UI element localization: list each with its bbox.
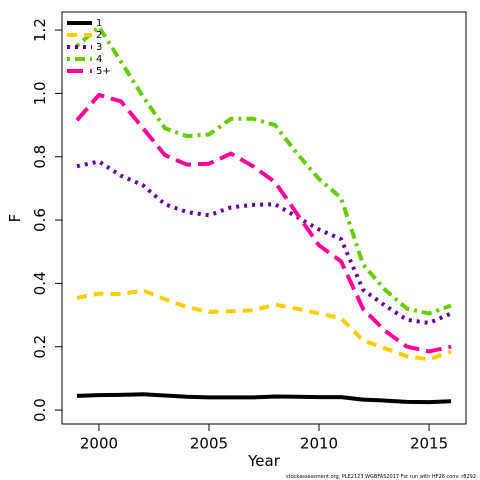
x-axis-label: Year [247, 452, 281, 470]
series-line [75, 92, 452, 354]
y-tick-label: 0.0 [31, 398, 49, 422]
plot-frame [61, 11, 467, 425]
x-tick-label: 2005 [190, 435, 228, 453]
legend-label: 2 [96, 30, 102, 41]
legend-label: 3 [96, 42, 102, 53]
y-tick-label: 1.0 [31, 81, 49, 105]
legend-label: 5+ [96, 66, 111, 77]
footnote: stockassessment.org, PLE2123 WGBFAS2017 … [286, 474, 476, 480]
y-tick-label: 0.6 [31, 208, 49, 232]
y-tick-label: 0.2 [31, 335, 49, 359]
series-line [76, 392, 452, 405]
legend-label: 4 [96, 54, 102, 65]
y-tick-label: 1.2 [31, 18, 49, 42]
legend-label: 1 [96, 18, 102, 29]
y-tick-label: 0.8 [31, 145, 49, 169]
x-tick-label: 2010 [300, 435, 338, 453]
series-line [76, 159, 452, 325]
series-line [76, 288, 452, 362]
x-tick-label: 2015 [410, 435, 448, 453]
y-axis-label: F [6, 214, 24, 223]
x-tick-label: 2000 [80, 435, 118, 453]
y-tick-label: 0.4 [31, 271, 49, 295]
series-line [75, 24, 452, 316]
